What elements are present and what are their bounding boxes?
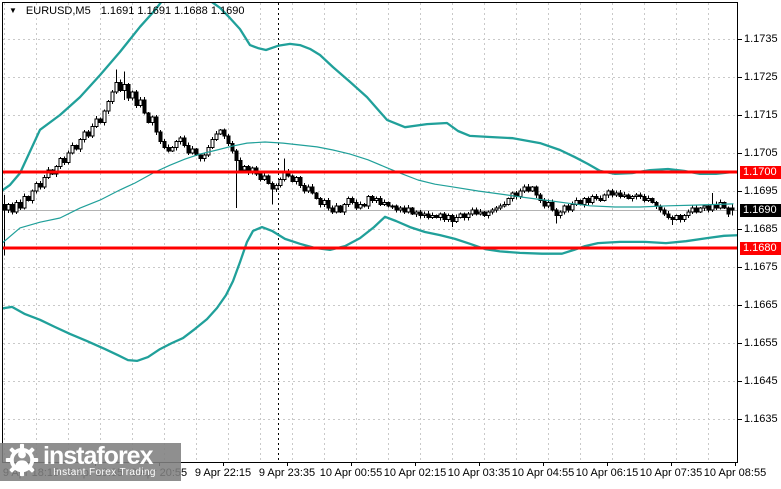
price-axis-label: 1.1695 — [744, 185, 778, 197]
price-axis-label: 1.1675 — [744, 261, 778, 273]
chart-symbol-title: ▼ EURUSD,M5 1.1691 1.1691 1.1688 1.1690 — [9, 4, 244, 18]
instaforex-gear-person-icon — [5, 443, 39, 482]
bollinger-middle-band — [3, 141, 734, 244]
time-axis-label: 10 Apr 02:15 — [383, 467, 447, 479]
watermark-tagline-text: Instant Forex Trading — [53, 466, 156, 478]
price-axis-label: 1.1715 — [744, 109, 778, 121]
bollinger-bands — [3, 3, 737, 363]
bollinger-lower-band — [3, 215, 737, 363]
time-axis-label: 10 Apr 00:55 — [319, 467, 383, 479]
time-axis-label: 10 Apr 08:55 — [703, 467, 767, 479]
price-axis-label: 1.1735 — [744, 33, 778, 45]
symbol-dropdown-icon[interactable]: ▼ — [9, 6, 17, 15]
time-axis-label: 10 Apr 06:15 — [575, 467, 639, 479]
grid-lines — [3, 3, 737, 462]
price-axis-label: 1.1645 — [744, 375, 778, 387]
chart-ohlc-quote: 1.1691 1.1691 1.1688 1.1690 — [100, 5, 245, 17]
watermark-brand-text: instaforex — [43, 441, 153, 470]
chart-frame — [2, 2, 738, 463]
price-axis-label: 1.1685 — [744, 223, 778, 235]
time-axis-label: 9 Apr 23:35 — [258, 467, 316, 479]
price-line-label-1.1690: 1.1690 — [740, 203, 781, 217]
time-axis-label: 10 Apr 03:35 — [447, 467, 511, 479]
price-line-label-1.1700: 1.1700 — [740, 165, 781, 179]
bollinger-upper-band — [3, 3, 735, 192]
time-axis-label: 9 Apr 22:15 — [194, 467, 252, 479]
time-axis-label: 10 Apr 04:55 — [511, 467, 575, 479]
price-axis-label: 1.1665 — [744, 299, 778, 311]
chart-symbol-label: EURUSD,M5 — [25, 5, 91, 17]
price-axis-label: 1.1655 — [744, 337, 778, 349]
price-axis-label: 1.1725 — [744, 71, 778, 83]
price-line-label-1.1680: 1.1680 — [740, 241, 781, 255]
price-axis-label: 1.1635 — [744, 413, 778, 425]
price-axis-label: 1.1705 — [744, 147, 778, 159]
time-axis-label: 10 Apr 07:35 — [639, 467, 703, 479]
instaforex-watermark: instaforex Instant Forex Trading — [0, 443, 181, 481]
